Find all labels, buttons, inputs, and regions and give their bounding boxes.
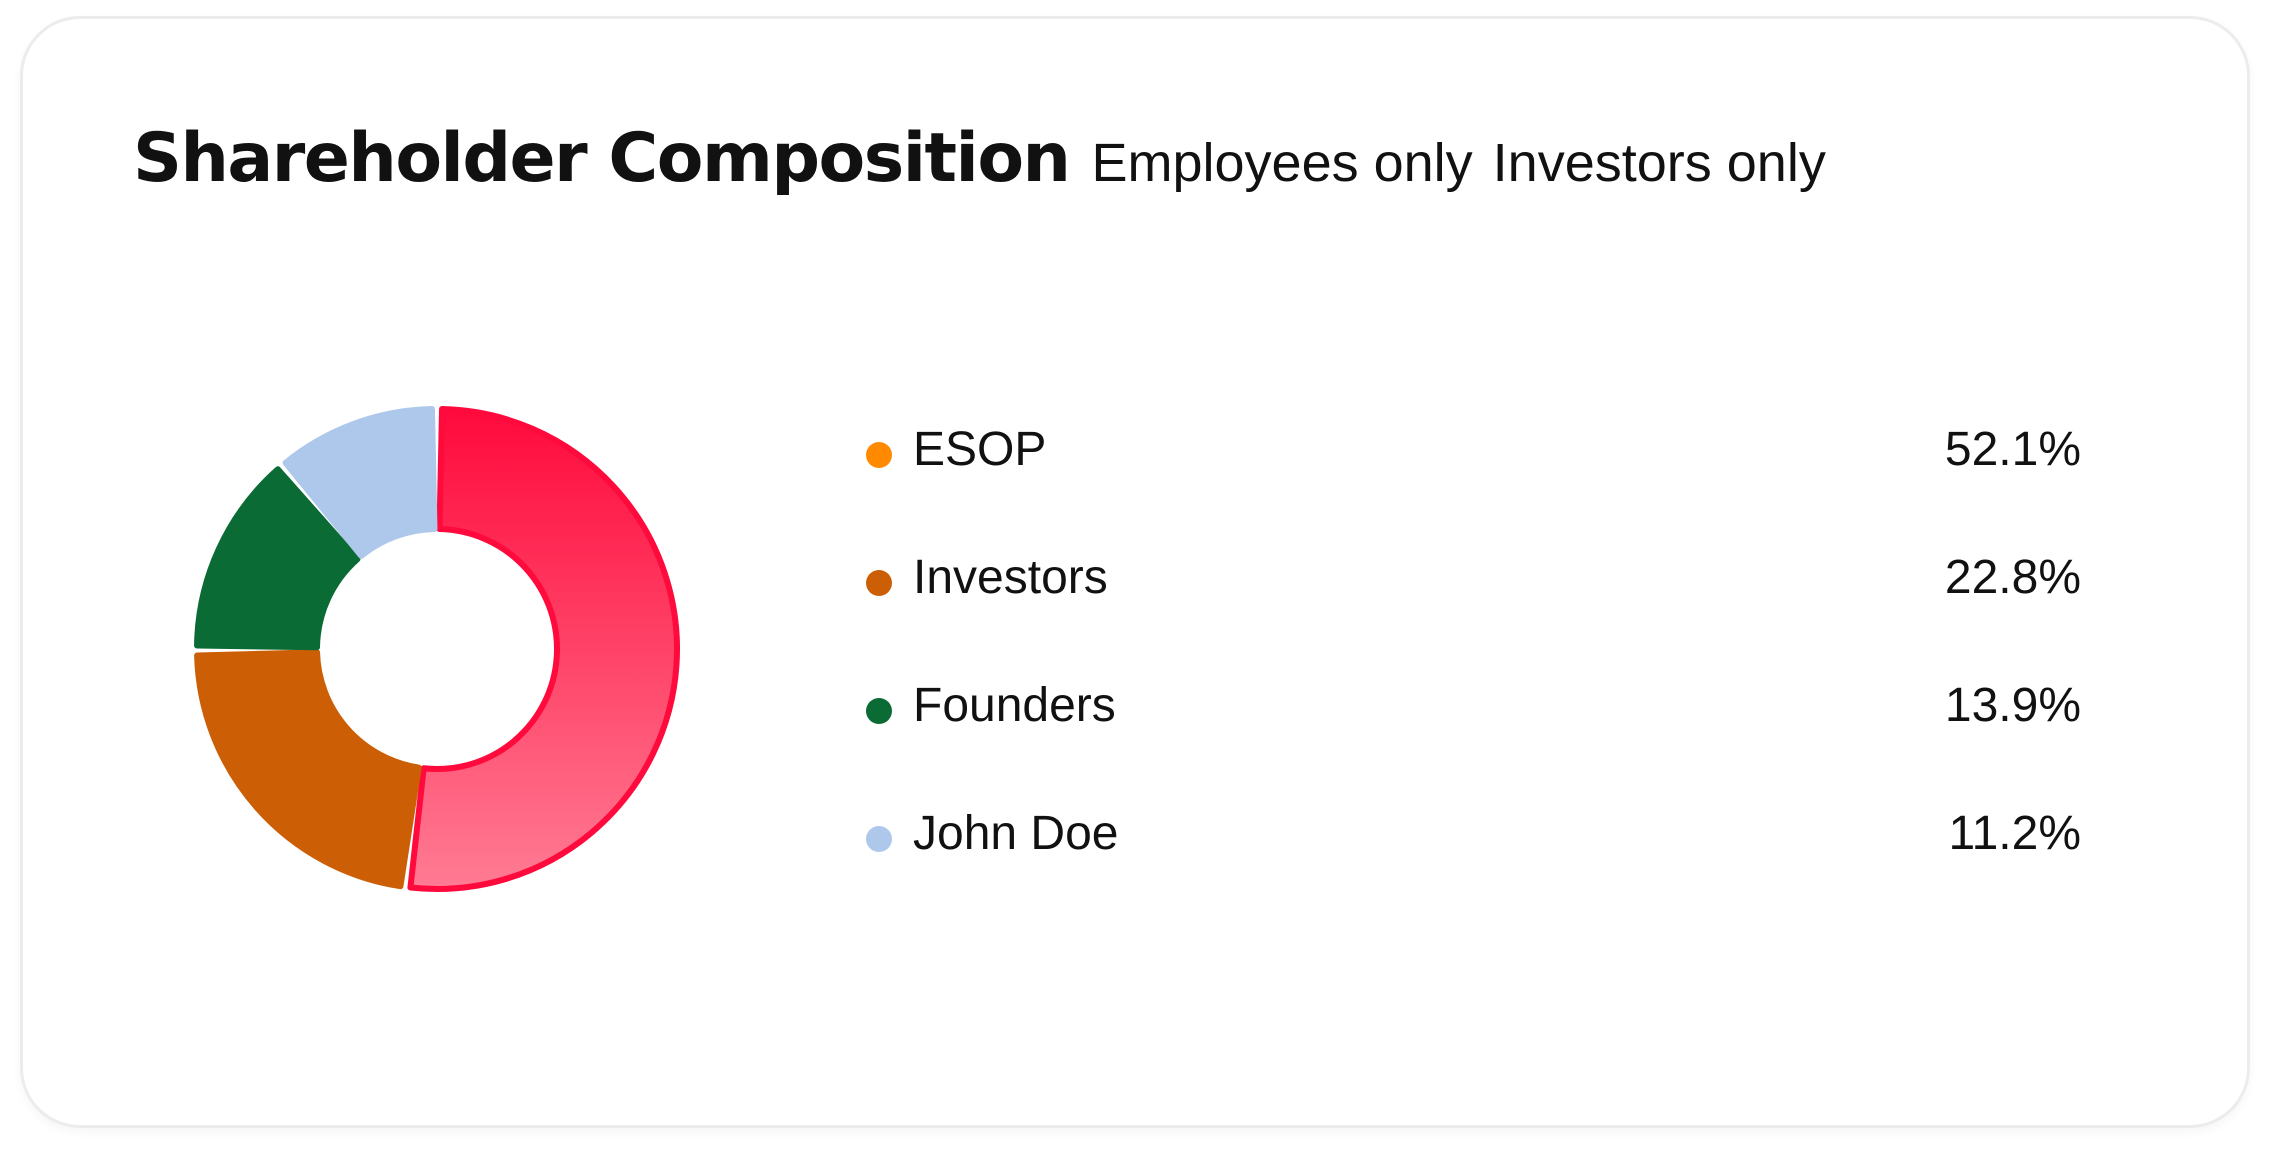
legend-item-investors[interactable]: Investors 22.8%	[866, 516, 2081, 644]
legend-value-investors: 22.8%	[1944, 551, 2081, 604]
donut-chart	[194, 406, 680, 892]
legend-value-esop: 52.1%	[1944, 423, 2081, 476]
legend-label-john-doe: John Doe	[913, 807, 1119, 860]
filter-investors-only[interactable]: Investors only	[1492, 133, 1826, 193]
filter-employees-only[interactable]: Employees only	[1091, 133, 1473, 193]
legend-value-founders: 13.9%	[1944, 679, 2081, 732]
card-title: Shareholder Composition	[133, 119, 1071, 198]
legend-item-john-doe[interactable]: John Doe 11.2%	[866, 772, 2081, 900]
legend-item-esop[interactable]: ESOP 52.1%	[866, 388, 2081, 516]
donut-slice-investors[interactable]	[194, 649, 422, 890]
donut-slice-founders[interactable]	[194, 466, 361, 651]
legend-item-founders[interactable]: Founders 13.9%	[866, 644, 2081, 772]
legend-value-john-doe: 11.2%	[1948, 807, 2081, 860]
legend-label-investors: Investors	[913, 551, 1108, 604]
legend-dot-john-doe	[866, 826, 892, 852]
chart-legend: ESOP 52.1% Investors 22.8% Founders 13.9…	[866, 388, 2081, 900]
legend-label-esop: ESOP	[913, 423, 1047, 476]
legend-dot-founders	[866, 698, 892, 724]
card-header: Shareholder Composition Employees only I…	[133, 119, 1826, 229]
donut-slice-esop[interactable]	[407, 406, 680, 892]
legend-dot-esop	[866, 442, 892, 468]
donut-slice-john-doe[interactable]	[282, 406, 438, 559]
shareholder-composition-card: Shareholder Composition Employees only I…	[20, 16, 2250, 1128]
legend-label-founders: Founders	[913, 679, 1116, 732]
legend-dot-investors	[866, 570, 892, 596]
